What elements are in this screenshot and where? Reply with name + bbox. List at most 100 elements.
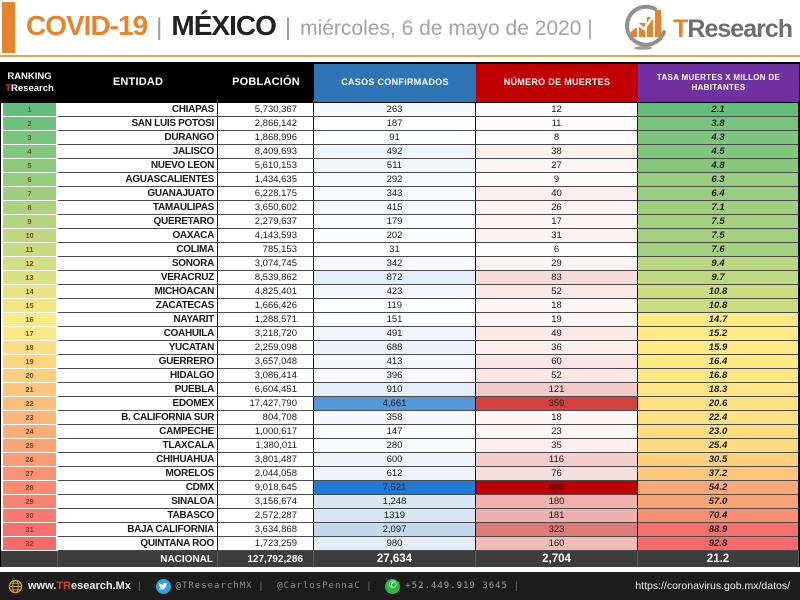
rank-cell: 8	[1, 201, 58, 215]
casos-cell: 423	[314, 285, 476, 299]
entidad-cell: EDOMEX	[58, 397, 218, 411]
rank-cell: 9	[1, 215, 58, 229]
muertes-cell: 160	[476, 537, 638, 551]
casos-cell: 292	[314, 173, 476, 187]
poblacion-cell: 6,604,451	[218, 383, 314, 397]
casos-cell: 179	[314, 215, 476, 229]
tasa-cell: 37.2	[638, 467, 799, 481]
rank-cell: 29	[1, 495, 58, 509]
footer-separator: |	[514, 580, 518, 592]
rank-cell: 17	[1, 327, 58, 341]
rank-cell: 16	[1, 313, 58, 327]
table-row: 31 BAJA CALIFORNIA 3,634,868 2,097 323 88.9	[1, 523, 799, 537]
website-text: www.TResearch.Mx	[28, 580, 131, 592]
title-separator: |	[156, 14, 163, 41]
rank-cell: 12	[1, 257, 58, 271]
entidad-cell: SONORA	[58, 257, 218, 271]
poblacion-cell: 2,279,637	[218, 215, 314, 229]
casos-cell: 600	[314, 453, 476, 467]
column-header-casos: CASOS CONFIRMADOS	[314, 64, 476, 102]
poblacion-cell: 2,259,098	[218, 341, 314, 355]
table-header-row: RANKING TResearch ENTIDAD POBLACIÓN CASO…	[1, 64, 799, 103]
poblacion-cell: 2,866,142	[218, 117, 314, 131]
tasa-cell: 15.2	[638, 327, 799, 341]
column-header-muertes: NÚMERO DE MUERTES	[476, 64, 638, 102]
rank-cell: 21	[1, 383, 58, 397]
muertes-cell: 29	[476, 257, 638, 271]
tasa-cell: 20.6	[638, 397, 799, 411]
entidad-cell: CAMPECHE	[58, 425, 218, 439]
poblacion-cell: 8,539,862	[218, 271, 314, 285]
muertes-cell: 8	[476, 131, 638, 145]
website-link[interactable]: www.TResearch.Mx	[8, 579, 131, 594]
phone-number: +52.449.919 3645	[405, 581, 508, 591]
poblacion-cell: 1,000,617	[218, 425, 314, 439]
poblacion-cell: 4,143,593	[218, 229, 314, 243]
poblacion-cell: 4,825,401	[218, 285, 314, 299]
tasa-cell: 9.7	[638, 271, 799, 285]
footer-separator: |	[137, 580, 141, 592]
casos-cell: 415	[314, 201, 476, 215]
table-row: 15 ZACATECAS 1,666,426 119 18 10.8	[1, 299, 799, 313]
casos-cell: 612	[314, 467, 476, 481]
rank-cell: 3	[1, 131, 58, 145]
muertes-cell: 52	[476, 369, 638, 383]
table-row: 20 HIDALGO 3,086,414 396 52 16.8	[1, 369, 799, 383]
entidad-cell: COAHUILA	[58, 327, 218, 341]
table-row: 9 QUERETARO 2,279,637 179 17 7.5	[1, 215, 799, 229]
table-row: 18 YUCATAN 2,259,098 688 36 15.9	[1, 341, 799, 355]
whatsapp-contact[interactable]: ✆ +52.449.919 3645	[385, 578, 508, 594]
poblacion-cell: 3,218,720	[218, 327, 314, 341]
title-separator-2: |	[284, 14, 292, 41]
casos-cell: 511	[314, 159, 476, 173]
column-header-tasa: TASA MUERTES X MILLON DE HABITANTES	[638, 64, 799, 102]
rank-cell: 31	[1, 523, 58, 537]
entidad-cell: NAYARIT	[58, 313, 218, 327]
table-row: 28 CDMX 9,018,645 7,521 489 54.2	[1, 481, 799, 495]
table-row: 4 JALISCO 8,409,693 492 38 4.5	[1, 145, 799, 159]
rank-cell: 15	[1, 299, 58, 313]
header-divider	[0, 55, 800, 57]
muertes-cell: 323	[476, 523, 638, 537]
casos-cell: 151	[314, 313, 476, 327]
muertes-cell: 49	[476, 327, 638, 341]
website-brand: TR	[56, 580, 71, 592]
tasa-cell: 10.8	[638, 285, 799, 299]
table-row: 10 OAXACA 4,143,593 202 31 7.5	[1, 229, 799, 243]
rank-cell: 30	[1, 509, 58, 523]
table-row: 14 MICHOACAN 4,825,401 423 52 10.8	[1, 285, 799, 299]
source-url[interactable]: https://coronavirus.gob.mx/datos/	[635, 580, 790, 592]
table-row: 11 COLIMA 785,153 31 6 7.6	[1, 243, 799, 257]
casos-cell: 31	[314, 243, 476, 257]
muertes-cell: 26	[476, 201, 638, 215]
poblacion-cell: 5,730,367	[218, 103, 314, 117]
entidad-cell: QUERETARO	[58, 215, 218, 229]
accent-bar	[2, 2, 15, 53]
tasa-cell: 92.8	[638, 537, 799, 551]
entidad-cell: CHIHUAHUA	[58, 453, 218, 467]
entidad-cell: OAXACA	[58, 229, 218, 243]
twitter-handle-1: @TResearchMX	[175, 581, 253, 591]
casos-cell: 1319	[314, 509, 476, 523]
muertes-cell: 11	[476, 117, 638, 131]
website-rest: esearch.Mx	[71, 580, 131, 592]
entidad-cell: GUERRERO	[58, 355, 218, 369]
table-row: 21 PUEBLA 6,604,451 910 121 18.3	[1, 383, 799, 397]
tasa-cell: 7.1	[638, 201, 799, 215]
rank-cell: 7	[1, 187, 58, 201]
tasa-cell: 6.4	[638, 187, 799, 201]
twitter-link-2[interactable]: @CarlosPennaC	[277, 581, 360, 591]
table-row: 30 TABASCO 2,572,287 1319 181 70.4	[1, 509, 799, 523]
rank-cell: 25	[1, 439, 58, 453]
twitter-link-1[interactable]: @TResearchMX	[155, 578, 253, 594]
tasa-cell: 88.9	[638, 523, 799, 537]
casos-cell: 872	[314, 271, 476, 285]
poblacion-cell: 1,434,635	[218, 173, 314, 187]
tasa-cell: 25.4	[638, 439, 799, 453]
whatsapp-icon: ✆	[385, 578, 401, 594]
title-date: miércoles, 6 de mayo de 2020 |	[300, 17, 593, 40]
poblacion-cell: 785,153	[218, 243, 314, 257]
tasa-cell: 7.5	[638, 229, 799, 243]
muertes-cell: 76	[476, 467, 638, 481]
entidad-cell: PUEBLA	[58, 383, 218, 397]
